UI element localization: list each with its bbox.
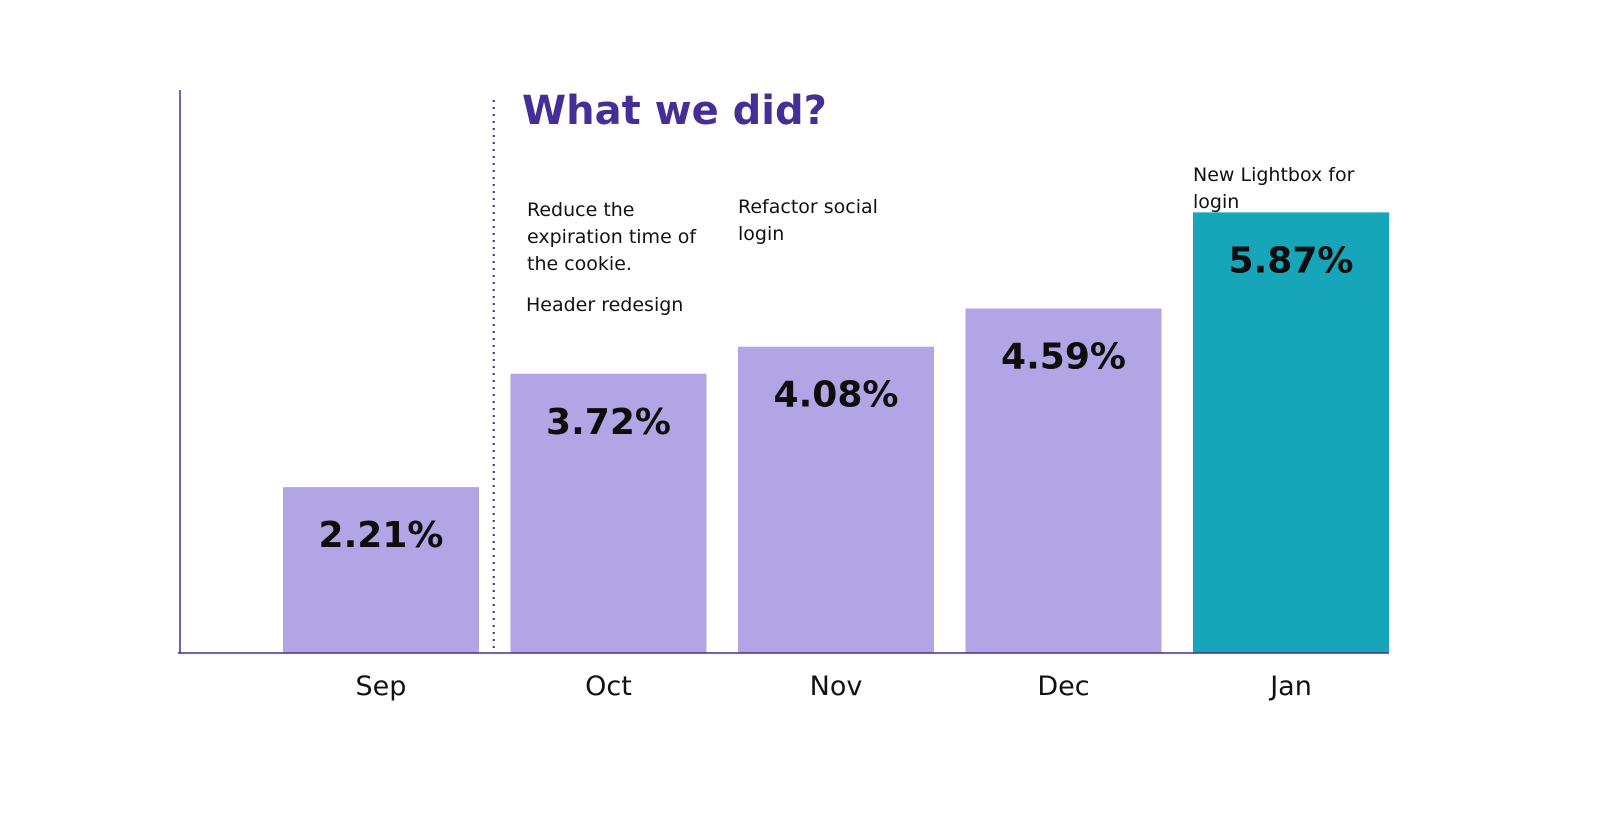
annotation-line: New Lightbox for: [1193, 164, 1355, 186]
data-label-dec: 4.59%: [1001, 336, 1126, 377]
annotation-line: Header redesign: [526, 294, 684, 316]
annotation-line: Reduce the: [527, 199, 635, 221]
x-tick-label-dec: Dec: [1037, 671, 1089, 702]
data-label-oct: 3.72%: [546, 402, 671, 443]
annotation-line: expiration time of: [527, 226, 697, 248]
annotation-line: the cookie.: [527, 253, 632, 275]
annotation-jan-lightbox: New Lightbox for login: [1193, 162, 1354, 216]
x-tick-label-jan: Jan: [1268, 671, 1312, 702]
annotation-line: Refactor social: [738, 196, 878, 218]
bar-sep: [283, 487, 479, 653]
annotation-nov-social: Refactor social login: [738, 194, 878, 248]
data-label-jan: 5.87%: [1229, 240, 1354, 281]
data-label-sep: 2.21%: [319, 515, 444, 556]
chart-heading: What we did?: [522, 88, 827, 134]
bar-dec: [965, 308, 1162, 653]
annotation-oct-cookie: Reduce the expiration time of the cookie…: [527, 197, 696, 278]
bar-jan: [1193, 212, 1389, 653]
data-label-nov: 4.08%: [774, 375, 899, 416]
x-tick-label-sep: Sep: [356, 671, 407, 702]
annotation-line: login: [1193, 191, 1240, 213]
x-tick-label-oct: Oct: [585, 671, 632, 702]
bar-oct: [510, 373, 707, 653]
annotation-line: login: [738, 223, 785, 245]
bar-nov: [738, 346, 934, 653]
annotation-oct-header: Header redesign: [526, 292, 683, 319]
x-tick-label-nov: Nov: [810, 671, 863, 702]
